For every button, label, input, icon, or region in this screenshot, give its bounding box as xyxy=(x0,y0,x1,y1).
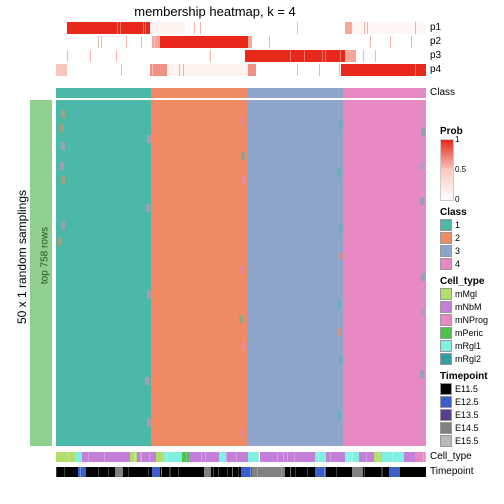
bottom-row-label: Timepoint xyxy=(430,466,474,477)
legend-item: 1 xyxy=(440,219,500,231)
legend-title: Cell_type xyxy=(440,276,500,287)
y-axis-outer-label: 50 x 1 random samplings xyxy=(15,167,29,347)
legend-item: E12.5 xyxy=(440,396,500,408)
legend-panel: Prob10.50Class1234Cell_typemMglmNbMmNPro… xyxy=(440,120,500,448)
page-title: membership heatmap, k = 4 xyxy=(0,4,430,19)
legend-item: E15.5 xyxy=(440,435,500,447)
legend-item: mRgl1 xyxy=(440,340,500,352)
legend-item: mRgl2 xyxy=(440,353,500,365)
legend-item: mMgl xyxy=(440,288,500,300)
bottom-row-label: Cell_type xyxy=(430,451,472,462)
y-axis-inner-label: top 758 rows xyxy=(40,196,51,316)
legend-item: 2 xyxy=(440,232,500,244)
legend-item: 3 xyxy=(440,245,500,257)
prob-row-label: p3 xyxy=(430,50,441,61)
legend-prob-title: Prob xyxy=(440,126,500,137)
legend-title: Class xyxy=(440,207,500,218)
legend-item: E14.5 xyxy=(440,422,500,434)
legend-item: mPeric xyxy=(440,327,500,339)
legend-item: 4 xyxy=(440,258,500,270)
prob-row-label: p4 xyxy=(430,64,441,75)
class-row-label: Class xyxy=(430,87,455,98)
legend-item: mNProg xyxy=(440,314,500,326)
prob-row-label: p2 xyxy=(430,36,441,47)
legend-title: Timepoint xyxy=(440,371,500,382)
legend-item: mNbM xyxy=(440,301,500,313)
legend-item: E13.5 xyxy=(440,409,500,421)
prob-row-label: p1 xyxy=(430,22,441,33)
legend-item: E11.5 xyxy=(440,383,500,395)
